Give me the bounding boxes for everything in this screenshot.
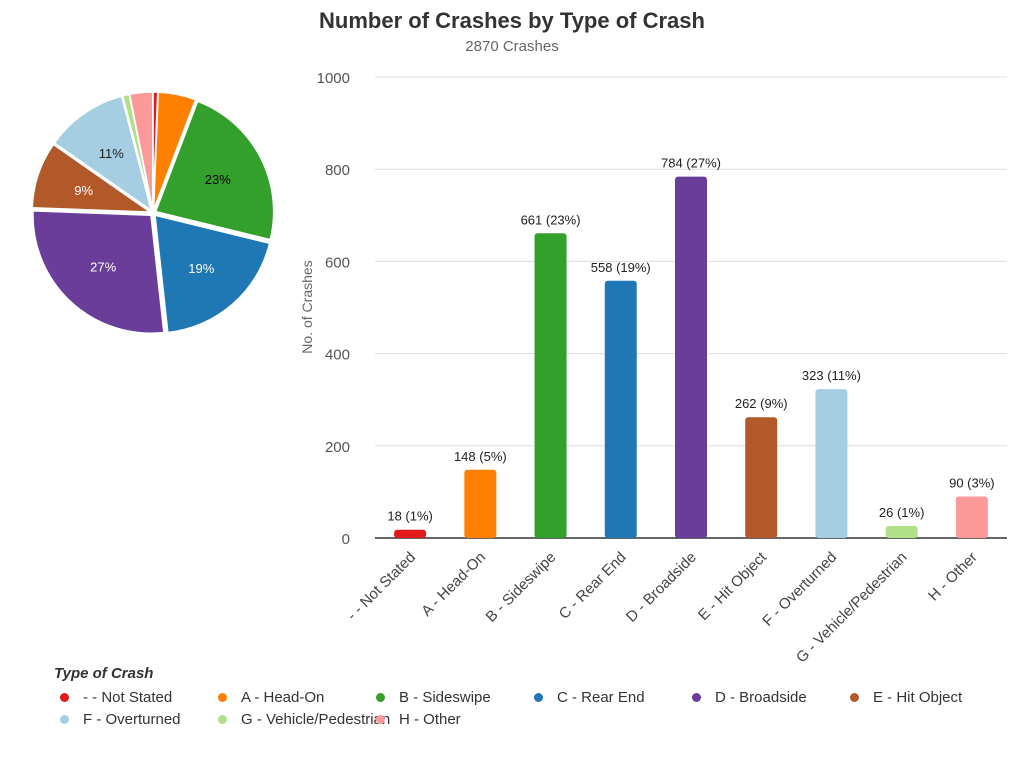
bar <box>464 469 497 538</box>
pie-slice-label: 27% <box>90 260 116 275</box>
bar-data-label: 90 (3%) <box>949 476 995 491</box>
x-tick-label: A - Head-On <box>418 549 489 620</box>
bar <box>604 280 637 538</box>
legend-title: Type of Crash <box>54 665 154 682</box>
y-tick-label: 400 <box>325 347 350 364</box>
pie-slice-label: 19% <box>188 261 214 276</box>
pie-slice-label: 11% <box>99 146 124 161</box>
y-tick-label: 600 <box>325 254 350 271</box>
y-tick-label: 1000 <box>317 70 350 87</box>
pie-slice <box>154 214 271 334</box>
legend-marker-icon <box>692 692 701 702</box>
legend-label: - - Not Stated <box>83 689 173 706</box>
pie-slice <box>32 210 165 334</box>
bar-data-label: 148 (5%) <box>454 449 507 464</box>
bar-data-label: 26 (1%) <box>879 505 925 520</box>
legend-marker-icon <box>218 714 227 724</box>
y-axis-label: No. of Crashes <box>299 260 315 353</box>
legend-marker-icon <box>60 692 69 702</box>
bar-data-label: 661 (23%) <box>521 212 581 227</box>
y-tick-label: 0 <box>342 531 350 548</box>
x-tick-label: H - Other <box>925 549 981 605</box>
y-tick-label: 800 <box>325 162 350 179</box>
bar <box>815 389 848 538</box>
x-tick-label: - - Not Stated <box>344 549 419 624</box>
legend-label: D - Broadside <box>715 689 807 706</box>
legend-marker-icon <box>534 692 543 702</box>
legend-marker-icon <box>376 692 385 702</box>
bar <box>745 417 778 538</box>
x-tick-label: B - Sideswipe <box>483 549 560 626</box>
legend-label: A - Head-On <box>241 689 325 706</box>
legend-item[interactable]: F - Overturned <box>60 711 181 728</box>
legend-label: B - Sideswipe <box>399 689 491 706</box>
pie-slice-label: 9% <box>74 183 93 198</box>
bar <box>534 233 567 539</box>
x-tick-label: C - Rear End <box>556 549 630 623</box>
x-tick-label: E - Hit Object <box>695 548 771 624</box>
legend-item[interactable]: D - Broadside <box>692 689 807 706</box>
bar <box>885 526 918 538</box>
legend-item[interactable]: A - Head-On <box>218 689 324 706</box>
bar-data-label: 262 (9%) <box>735 396 788 411</box>
legend-label: H - Other <box>399 711 461 728</box>
pie-slice <box>152 91 197 211</box>
bar-data-label: 323 (11%) <box>802 368 861 383</box>
legend-label: C - Rear End <box>557 689 645 706</box>
legend-label: F - Overturned <box>83 711 181 728</box>
legend-item[interactable]: - - Not Stated <box>60 689 172 706</box>
legend-label: E - Hit Object <box>873 689 963 706</box>
x-tick-label: D - Broadside <box>623 549 700 626</box>
bar <box>394 529 427 538</box>
bar-data-label: 558 (19%) <box>591 260 651 275</box>
legend-item[interactable]: C - Rear End <box>534 689 645 706</box>
x-tick-label: F - Overturned <box>759 549 840 630</box>
legend-label: G - Vehicle/Pedestrian <box>241 711 391 728</box>
pie-slice <box>154 100 275 241</box>
bar-data-label: 784 (27%) <box>661 156 721 171</box>
legend-marker-icon <box>850 692 859 702</box>
bar-data-label: 18 (1%) <box>387 509 433 524</box>
pie-slice <box>53 95 153 212</box>
legend-item[interactable]: E - Hit Object <box>850 689 962 706</box>
legend-marker-icon <box>60 714 69 724</box>
bar <box>955 496 988 538</box>
pie-slice <box>128 91 154 211</box>
legend-marker-icon <box>376 714 385 724</box>
chart-title: Number of Crashes by Type of Crash <box>319 8 705 33</box>
y-tick-label: 200 <box>325 439 350 456</box>
legend-marker-icon <box>218 692 227 702</box>
pie-slice-label: 23% <box>205 172 231 187</box>
legend-item[interactable]: H - Other <box>376 711 461 728</box>
bar <box>675 176 707 539</box>
pie-slice <box>31 143 151 213</box>
chart-subtitle: 2870 Crashes <box>465 38 559 55</box>
legend-item[interactable]: B - Sideswipe <box>376 689 491 706</box>
legend-item[interactable]: G - Vehicle/Pedestrian <box>218 711 390 728</box>
